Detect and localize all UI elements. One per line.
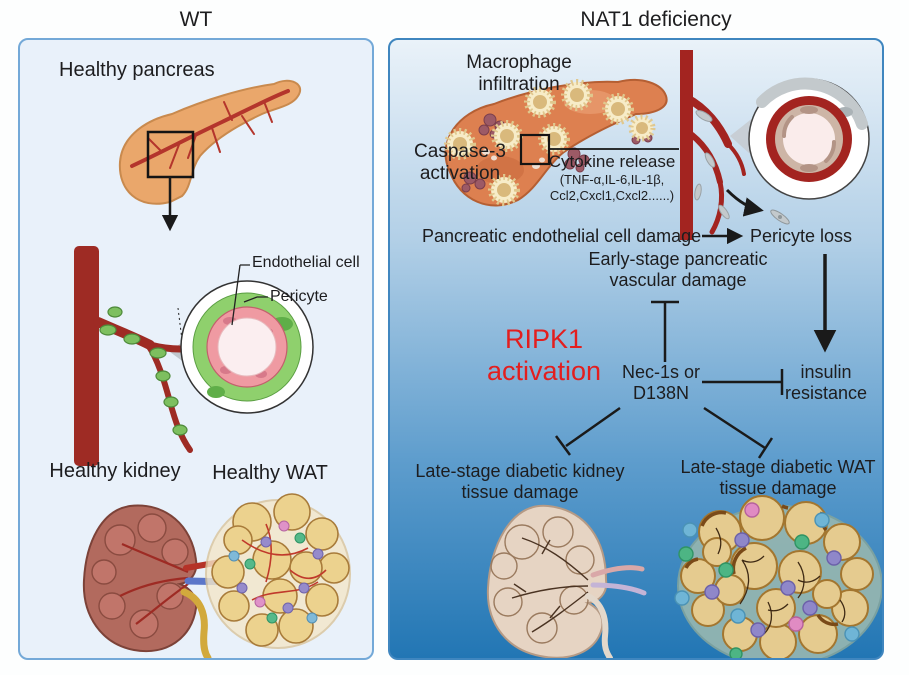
- pericyte-pointer-line: [243, 296, 268, 303]
- healthy-pancreas-label: Healthy pancreas: [59, 59, 215, 81]
- macrophages: [444, 79, 656, 206]
- detached-pericyte: [770, 209, 790, 225]
- inhibit-early-stage-tbar: [651, 300, 679, 362]
- healthy-kidney-illustration: [82, 504, 238, 658]
- nat1-illustrations: [444, 50, 882, 658]
- wt-title: WT: [179, 8, 213, 31]
- healthy-vessel-illustration: [74, 246, 314, 466]
- late-kidney-damage-label: Late-stage diabetic kidney tissue damage: [415, 461, 625, 503]
- inhibit-kidney-tbar: [554, 406, 621, 456]
- healthy-wat-label: Healthy WAT: [212, 462, 328, 484]
- nec1s-d138n-label: Nec-1s or D138N: [621, 362, 701, 404]
- endothelial-damage-label: Pancreatic endothelial cell damage: [422, 226, 702, 246]
- endothelial-cell-label: Endothelial cell: [252, 254, 360, 271]
- pericyte-loss-label: Pericyte loss: [750, 226, 853, 246]
- nat1-panel: Macrophage infiltration Caspase-3 activa…: [388, 38, 884, 660]
- flow-arrows: [554, 227, 837, 459]
- insulin-resistance-label: insulin resistance: [784, 362, 868, 404]
- inhibit-insulin-tbar: [702, 369, 784, 395]
- cytokine-release-label: Cytokine release (TNF-α,IL-6,IL-1β, Ccl2…: [548, 152, 676, 204]
- pericyte-label: Pericyte: [270, 288, 328, 305]
- inhibit-wat-tbar: [703, 406, 774, 459]
- damaged-wat-illustration: [674, 495, 882, 658]
- healthy-wat-illustration: [205, 493, 351, 649]
- damaged-vessel-illustration: [680, 50, 870, 240]
- nat1-title: NAT1 deficiency: [580, 8, 732, 31]
- early-stage-damage-label: Early-stage pancreatic vascular damage: [588, 249, 768, 291]
- wt-illustrations: [74, 79, 351, 658]
- healthy-pancreas-illustration: [118, 79, 301, 232]
- wt-panel: Healthy pancreas Endothelial cell Pericy…: [18, 38, 374, 660]
- endothelial-pointer-line: [231, 264, 250, 326]
- ripk1-label: RIPK1 activation: [486, 324, 602, 387]
- damaged-kidney-illustration: [486, 504, 647, 658]
- caspase-activation-label: Caspase-3 activation: [414, 141, 506, 185]
- healthy-kidney-label: Healthy kidney: [49, 460, 181, 482]
- macrophage-infiltration-label: Macrophage infiltration: [466, 52, 572, 96]
- pericyte-detach-arrow: [725, 188, 764, 217]
- late-wat-damage-label: Late-stage diabetic WAT tissue damage: [680, 457, 876, 499]
- inflamed-pancreas-illustration: [444, 78, 679, 207]
